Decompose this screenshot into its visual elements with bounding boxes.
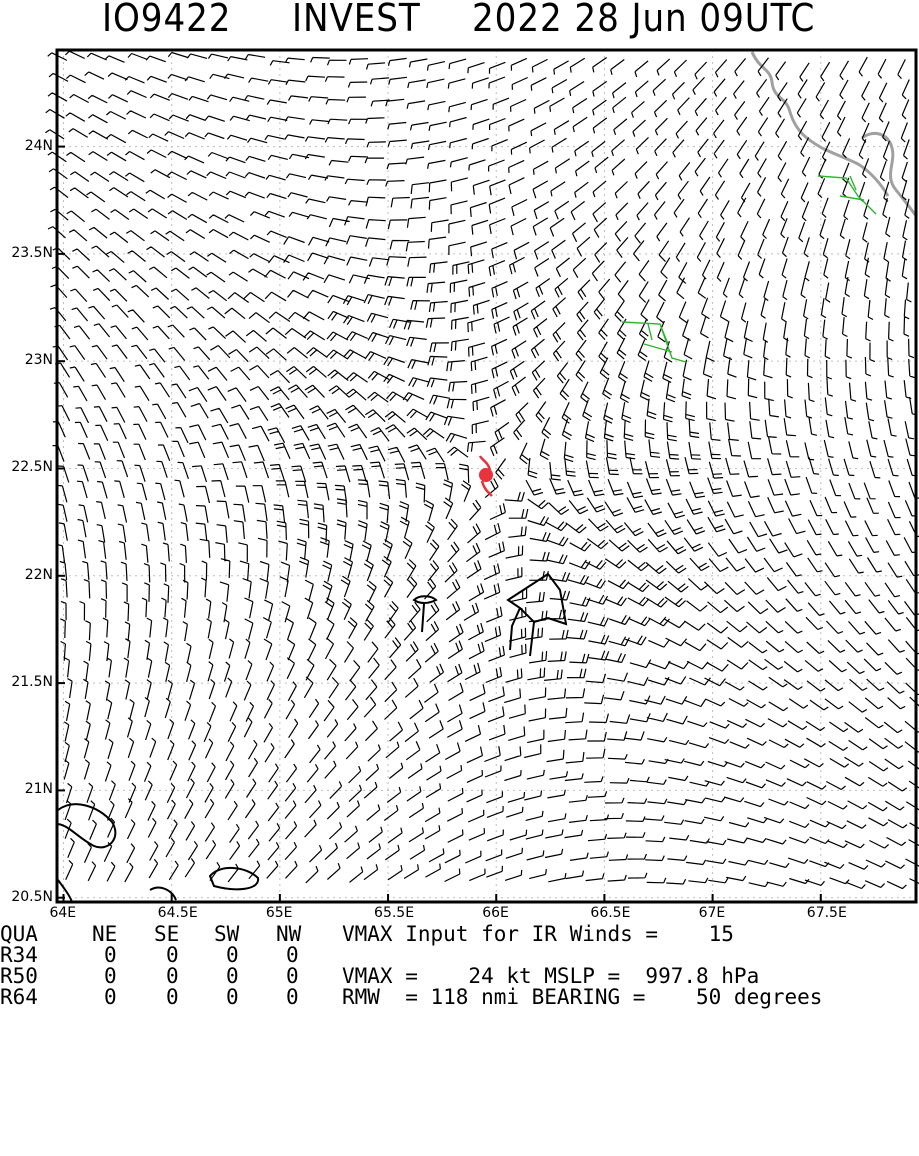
row-label: R50 <box>0 964 38 988</box>
lat-lon-grid <box>57 50 916 902</box>
latitude-label: 23.5N <box>11 244 53 261</box>
se-value: 0 <box>166 943 179 967</box>
longitude-label: 65.5E <box>374 905 415 921</box>
ne-value: 0 <box>104 943 117 967</box>
latitude-label: 22N <box>24 566 53 583</box>
longitude-label: 66.5E <box>590 905 631 921</box>
vmax-mslp-note: VMAX = 24 kt MSLP = 997.8 hPa <box>342 964 760 988</box>
row-label: R34 <box>0 943 38 967</box>
longitude-label: 66E <box>482 905 509 921</box>
contours-layer <box>57 572 568 903</box>
longitude-label: 67E <box>698 905 726 921</box>
longitude-label: 65E <box>265 905 293 921</box>
nw-value: 0 <box>286 964 299 988</box>
latitude-label: 22.5N <box>11 459 53 476</box>
nw-value: 0 <box>286 985 299 1009</box>
vmax-input-note: VMAX Input for IR Winds = 15 <box>342 922 734 946</box>
wind-radii-table: QUA NE SE SW NW VMAX Input for IR Winds … <box>0 924 919 1014</box>
ne-value: 0 <box>104 985 117 1009</box>
latitude-label: 23N <box>24 352 53 369</box>
table-header-row: QUA NE SE SW NW VMAX Input for IR Winds … <box>0 922 734 946</box>
contour-southwest <box>57 803 260 903</box>
storm-id: IO9422 <box>102 0 232 40</box>
wind-barbs <box>45 50 919 890</box>
sw-value: 0 <box>226 964 239 988</box>
sw-value: 0 <box>226 985 239 1009</box>
latitude-label: 24N <box>24 137 53 154</box>
wind-barb-map <box>45 48 919 904</box>
longitude-label: 64.5E <box>157 905 198 921</box>
green-barbs <box>621 175 877 363</box>
map-frame <box>55 48 918 904</box>
table-row-r64: R64 0 0 0 0 RMW = 118 nmi BEARING = 50 d… <box>0 985 822 1009</box>
sw-header: SW <box>214 922 240 946</box>
contour-center-south <box>412 572 568 657</box>
latitude-label: 21N <box>24 781 53 798</box>
storm-name: INVEST <box>292 0 421 40</box>
axis-ticks <box>57 145 822 902</box>
wind-barbs-layer <box>45 50 919 890</box>
storm-center-arms <box>478 455 493 497</box>
ne-header: NE <box>92 922 118 946</box>
longitude-label: 64E <box>49 905 77 921</box>
nw-header: NW <box>276 922 302 946</box>
ne-value: 0 <box>104 964 117 988</box>
row-label: R64 <box>0 985 38 1009</box>
rmw-bearing-note: RMW = 118 nmi BEARING = 50 degrees <box>342 985 823 1009</box>
longitude-label: 67.5E <box>806 905 847 921</box>
highlighted-barbs <box>621 175 877 363</box>
se-value: 0 <box>166 985 179 1009</box>
storm-center-dot <box>479 468 493 482</box>
latitude-label: 21.5N <box>11 674 53 691</box>
se-header: SE <box>154 922 180 946</box>
table-row-r34: R34 0 0 0 0 <box>0 943 299 967</box>
tropical-cyclone-symbol-icon <box>478 455 493 497</box>
se-value: 0 <box>166 964 179 988</box>
quadrant-header: QUA <box>0 922 38 946</box>
latitude-label: 20.5N <box>11 888 53 905</box>
table-row-r50: R50 0 0 0 0 VMAX = 24 kt MSLP = 997.8 hP… <box>0 964 759 988</box>
nw-value: 0 <box>286 943 299 967</box>
sw-value: 0 <box>226 943 239 967</box>
valid-datetime: 2022 28 Jun 09UTC <box>472 0 816 40</box>
map-title: IO9422 INVEST 2022 28 Jun 09UTC <box>0 0 919 44</box>
